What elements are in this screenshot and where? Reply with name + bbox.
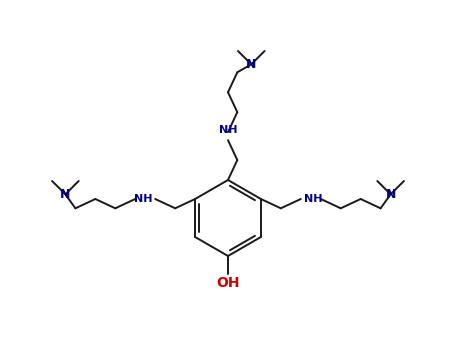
Text: NH: NH bbox=[134, 194, 152, 204]
Text: N: N bbox=[60, 188, 71, 201]
Text: N: N bbox=[246, 58, 257, 71]
Text: N: N bbox=[385, 188, 396, 201]
Text: NH: NH bbox=[219, 125, 237, 135]
Text: OH: OH bbox=[216, 276, 240, 290]
Text: NH: NH bbox=[303, 194, 322, 204]
